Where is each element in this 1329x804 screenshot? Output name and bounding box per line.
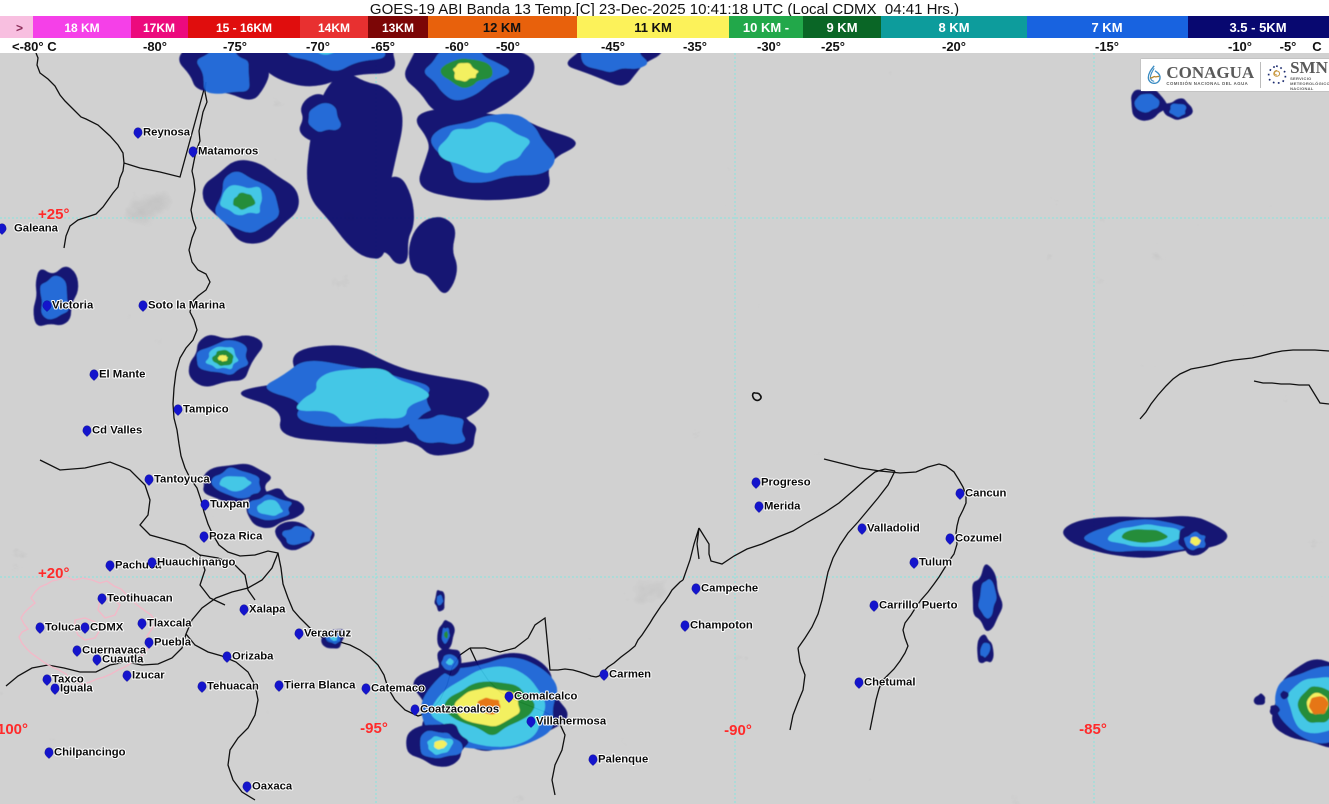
svg-text:<-80° C: <-80° C bbox=[12, 39, 57, 54]
svg-text:Toluca: Toluca bbox=[45, 622, 81, 634]
svg-text:Reynosa: Reynosa bbox=[143, 127, 191, 139]
svg-text:Tehuacan: Tehuacan bbox=[207, 681, 259, 693]
svg-text:-80°: -80° bbox=[143, 39, 167, 54]
svg-text:-50°: -50° bbox=[496, 39, 520, 54]
svg-text:Poza Rica: Poza Rica bbox=[209, 531, 263, 543]
svg-text:Palenque: Palenque bbox=[598, 754, 648, 766]
svg-text:Cuautla: Cuautla bbox=[102, 654, 144, 666]
svg-text:El Mante: El Mante bbox=[99, 369, 145, 381]
svg-text:CDMX: CDMX bbox=[90, 622, 124, 634]
svg-text:Tuxpan: Tuxpan bbox=[210, 499, 249, 511]
svg-text:Chilpancingo: Chilpancingo bbox=[54, 747, 126, 759]
svg-text:Iguala: Iguala bbox=[60, 683, 93, 695]
svg-text:-70°: -70° bbox=[306, 39, 330, 54]
svg-text:Cozumel: Cozumel bbox=[955, 533, 1002, 545]
svg-text:Catemaco: Catemaco bbox=[371, 683, 425, 695]
svg-text:>: > bbox=[16, 21, 23, 35]
svg-text:Matamoros: Matamoros bbox=[198, 146, 258, 158]
svg-text:-30°: -30° bbox=[757, 39, 781, 54]
svg-text:18 KM: 18 KM bbox=[64, 21, 99, 35]
svg-text:3.5 - 5KM: 3.5 - 5KM bbox=[1229, 20, 1286, 35]
svg-text:Orizaba: Orizaba bbox=[232, 651, 274, 663]
svg-text:-5°: -5° bbox=[1280, 39, 1297, 54]
svg-text:7 KM: 7 KM bbox=[1091, 20, 1122, 35]
svg-text:10 KM -: 10 KM - bbox=[743, 20, 789, 35]
svg-text:Villahermosa: Villahermosa bbox=[536, 716, 607, 728]
svg-text:-35°: -35° bbox=[683, 39, 707, 54]
svg-text:Campeche: Campeche bbox=[701, 583, 758, 595]
svg-text:15 - 16KM: 15 - 16KM bbox=[216, 21, 272, 35]
svg-text:-20°: -20° bbox=[942, 39, 966, 54]
svg-text:Veracruz: Veracruz bbox=[304, 628, 351, 640]
svg-text:-75°: -75° bbox=[223, 39, 247, 54]
svg-text:Tulum: Tulum bbox=[919, 557, 952, 569]
svg-text:Xalapa: Xalapa bbox=[249, 604, 286, 616]
svg-text:Oaxaca: Oaxaca bbox=[252, 781, 293, 793]
svg-text:Comalcalco: Comalcalco bbox=[514, 691, 578, 703]
svg-text:Puebla: Puebla bbox=[154, 637, 192, 649]
svg-text:Chetumal: Chetumal bbox=[864, 677, 915, 689]
svg-text:Huauchinango: Huauchinango bbox=[157, 557, 236, 569]
svg-text:12 KM: 12 KM bbox=[483, 20, 521, 35]
svg-text:-25°: -25° bbox=[821, 39, 845, 54]
svg-text:Tantoyuca: Tantoyuca bbox=[154, 474, 210, 486]
svg-text:-15°: -15° bbox=[1095, 39, 1119, 54]
svg-text:Carmen: Carmen bbox=[609, 669, 651, 681]
svg-text:11 KM: 11 KM bbox=[634, 20, 672, 35]
svg-text:-45°: -45° bbox=[601, 39, 625, 54]
svg-text:Cd Valles: Cd Valles bbox=[92, 425, 142, 437]
svg-text:Izucar: Izucar bbox=[132, 670, 165, 682]
svg-text:Cancun: Cancun bbox=[965, 488, 1007, 500]
svg-text:-60°: -60° bbox=[445, 39, 469, 54]
svg-text:Champoton: Champoton bbox=[690, 620, 753, 632]
svg-text:-65°: -65° bbox=[371, 39, 395, 54]
svg-text:Victoria: Victoria bbox=[52, 300, 94, 312]
svg-text:13KM: 13KM bbox=[382, 21, 414, 35]
svg-text:Coatzacoalcos: Coatzacoalcos bbox=[420, 704, 499, 716]
svg-text:Tierra Blanca: Tierra Blanca bbox=[284, 680, 356, 692]
svg-text:Merida: Merida bbox=[764, 501, 801, 513]
svg-text:Soto la Marina: Soto la Marina bbox=[148, 300, 226, 312]
svg-text:Carrillo Puerto: Carrillo Puerto bbox=[879, 600, 958, 612]
svg-text:Tampico: Tampico bbox=[183, 404, 229, 416]
svg-text:Galeana: Galeana bbox=[14, 223, 59, 235]
svg-text:14KM: 14KM bbox=[318, 21, 350, 35]
svg-text:Valladolid: Valladolid bbox=[867, 523, 920, 535]
svg-text:8 KM: 8 KM bbox=[938, 20, 969, 35]
svg-text:Teotihuacan: Teotihuacan bbox=[107, 593, 173, 605]
svg-text:Progreso: Progreso bbox=[761, 477, 811, 489]
svg-text:Tlaxcala: Tlaxcala bbox=[147, 618, 192, 630]
svg-text:9 KM: 9 KM bbox=[826, 20, 857, 35]
svg-text:C: C bbox=[1312, 39, 1322, 54]
svg-text:17KM: 17KM bbox=[143, 21, 175, 35]
svg-text:-10°: -10° bbox=[1228, 39, 1252, 54]
